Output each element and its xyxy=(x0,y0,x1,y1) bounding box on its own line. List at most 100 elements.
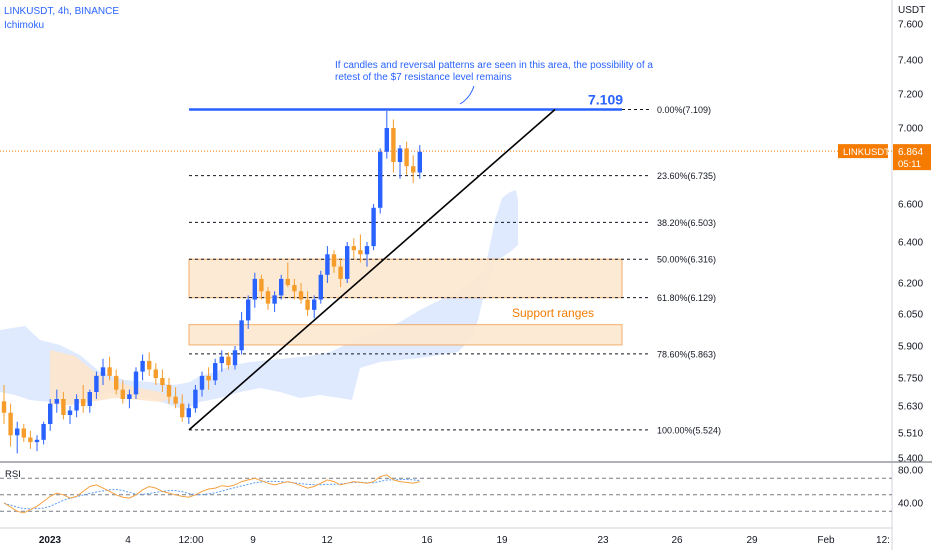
candle-body xyxy=(213,363,218,381)
candle-body xyxy=(94,375,99,392)
candle-body xyxy=(107,367,112,376)
candle-body xyxy=(21,428,26,438)
symbol-tag-label: LINKUSDT xyxy=(843,147,890,158)
ichimoku-cloud-bearish xyxy=(50,350,175,405)
candle-body xyxy=(417,151,422,173)
candle-body xyxy=(371,207,376,247)
rsi-y-tick: 40.00 xyxy=(898,499,923,510)
candle-body xyxy=(325,254,330,275)
fib-label-0: 0.00%(7.109) xyxy=(657,105,711,115)
candle-body xyxy=(292,285,297,292)
retest-note-line-2: retest of the $7 resistance level remain… xyxy=(335,72,512,83)
rsi-y-tick: 80.00 xyxy=(898,466,923,477)
support-zone-2 xyxy=(188,324,623,346)
fib-label-6: 100.00%(5.524) xyxy=(657,425,721,435)
candle-body xyxy=(305,299,310,310)
fib-label-5: 78.60%(5.863) xyxy=(657,349,716,359)
rsi-line xyxy=(3,474,420,514)
x-tick-label: Feb xyxy=(817,535,835,546)
y-tick-label: 7.400 xyxy=(898,56,923,67)
candle-body xyxy=(404,148,409,167)
candle-body xyxy=(391,128,396,162)
x-tick-label: 16 xyxy=(421,535,433,546)
candle-body xyxy=(28,437,33,443)
y-tick-label: 5.900 xyxy=(898,342,923,353)
price-tag xyxy=(893,144,931,171)
candle-body xyxy=(411,166,416,173)
candle-body xyxy=(259,278,264,292)
candle-body xyxy=(15,428,20,436)
x-tick-label: 12: xyxy=(876,535,890,546)
candle-body xyxy=(378,151,383,208)
y-tick-label: 5.400 xyxy=(898,454,923,465)
candle-body xyxy=(338,266,343,279)
x-tick-label: 19 xyxy=(496,535,508,546)
candle-body xyxy=(61,399,66,415)
candle-body xyxy=(285,278,290,286)
candle-body xyxy=(114,375,119,390)
candle-body xyxy=(147,360,152,370)
price-tag-countdown: 05:11 xyxy=(898,159,921,170)
x-tick-label: 12 xyxy=(321,535,333,546)
axis-currency: USDT xyxy=(898,5,925,16)
candle-body xyxy=(206,375,211,381)
y-tick-label: 6.050 xyxy=(898,310,923,321)
candle-body xyxy=(166,385,172,397)
candle-body xyxy=(246,299,251,321)
candle-body xyxy=(54,399,59,404)
candle-body xyxy=(384,128,389,152)
x-tick-label: 4 xyxy=(125,535,131,546)
candle-body xyxy=(265,291,271,304)
candle-body xyxy=(318,274,323,300)
fib-label-2: 38.20%(6.503) xyxy=(657,218,716,228)
retest-note-line-1: If candles and reversal patterns are see… xyxy=(335,60,653,71)
candle-body xyxy=(226,356,231,366)
candle-body xyxy=(351,246,356,251)
symbol-tag xyxy=(838,144,888,159)
x-tick-label: 29 xyxy=(746,535,758,546)
candle-body xyxy=(1,401,7,413)
x-tick-label: 12:00 xyxy=(178,535,203,546)
price-tag-value: 6.864 xyxy=(898,147,923,158)
candle-body xyxy=(153,369,158,378)
y-tick-label: 7.000 xyxy=(898,124,923,135)
candle-body xyxy=(193,389,198,409)
candle-body xyxy=(219,356,224,364)
indicator-name: Ichimoku xyxy=(4,20,45,31)
candle-body xyxy=(272,295,277,304)
y-tick-label: 7.200 xyxy=(898,90,923,101)
candle-body xyxy=(41,424,46,440)
x-tick-label: 26 xyxy=(671,535,683,546)
y-tick-label: 5.510 xyxy=(898,429,923,440)
fib-label-3: 50.00%(6.316) xyxy=(657,255,716,265)
y-tick-label: 7.600 xyxy=(898,20,923,31)
candle-body xyxy=(279,278,284,296)
rsi-moving-average xyxy=(3,478,420,510)
callout-pointer xyxy=(459,85,475,105)
y-tick-label: 5.750 xyxy=(898,374,923,385)
candle-body xyxy=(199,375,205,390)
candle-body xyxy=(252,278,257,300)
candle-body xyxy=(8,412,13,436)
x-tick-label: 23 xyxy=(597,535,609,546)
candle-body xyxy=(397,148,403,162)
candle-body xyxy=(358,250,363,255)
candle-body xyxy=(74,399,79,411)
candle-body xyxy=(120,389,125,399)
candle-body xyxy=(87,392,92,406)
candle-body xyxy=(312,299,317,310)
resistance-label: 7.109 xyxy=(588,91,623,107)
y-tick-label: 6.200 xyxy=(898,279,923,290)
candle-body xyxy=(140,360,145,372)
candle-body xyxy=(186,408,191,418)
candle-body xyxy=(81,399,86,406)
candle-body xyxy=(364,246,370,255)
ascending-trendline xyxy=(188,108,556,431)
x-tick-label: 9 xyxy=(250,535,256,546)
candles xyxy=(1,111,422,454)
y-tick-label: 6.600 xyxy=(898,200,923,211)
candle-body xyxy=(180,403,185,418)
symbol-title: LINKUSDT, 4h, BINANCE xyxy=(4,6,120,17)
fib-label-1: 23.60%(6.735) xyxy=(657,171,716,181)
